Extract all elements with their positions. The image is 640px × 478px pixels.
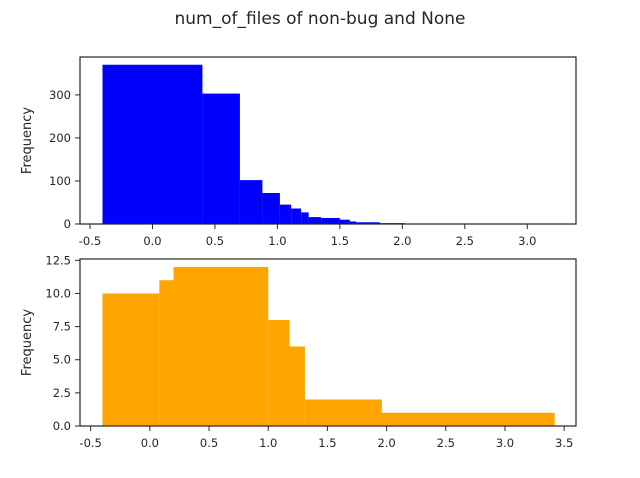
x-tick-label-bottom-3: 1.0 bbox=[259, 436, 277, 450]
histogram-bar-bottom-6 bbox=[381, 412, 555, 426]
axes-frame-top bbox=[79, 56, 577, 225]
histogram-bar-top-4 bbox=[279, 204, 292, 224]
histogram-bar-top-5 bbox=[291, 208, 302, 224]
x-tick-label-top-0: -0.5 bbox=[79, 234, 101, 248]
y-tick-label-top-0: 0 bbox=[64, 217, 71, 231]
y-axis-bottom: 0.0 2.5 5.0 7.5 10.0 12.5 bbox=[45, 253, 80, 433]
histogram-bar-top-0 bbox=[102, 64, 203, 224]
y-tick-label-bottom-5: 12.5 bbox=[45, 253, 71, 267]
histogram-panel-bottom: -0.5 0.0 0.5 1.0 1.5 2.0 2.5 3.0 3.5 0.0 2.5 5.0 7.… bbox=[20, 253, 577, 450]
y-axis-label-bottom: Frequency bbox=[20, 309, 35, 376]
y-tick-label-top-1: 100 bbox=[49, 174, 71, 188]
x-tick-label-top-2: 0.5 bbox=[206, 234, 224, 248]
x-tick-label-bottom-6: 2.5 bbox=[437, 436, 455, 450]
histogram-bar-top-6 bbox=[301, 212, 309, 224]
histogram-bar-top-9 bbox=[339, 219, 350, 224]
histogram-bar-top-11 bbox=[356, 222, 380, 224]
y-tick-label-bottom-0: 0.0 bbox=[53, 419, 71, 433]
histogram-panel-top: -0.5 0.0 0.5 1.0 1.5 2.0 2.5 3.0 0 100 200 300 Fre… bbox=[20, 56, 577, 248]
y-tick-label-bottom-4: 10.0 bbox=[45, 286, 71, 300]
histogram-bar-top-1 bbox=[202, 93, 240, 224]
y-tick-label-bottom-3: 7.5 bbox=[53, 320, 71, 334]
histogram-bar-bottom-5 bbox=[304, 399, 382, 426]
x-tick-label-bottom-7: 3.0 bbox=[496, 436, 514, 450]
x-tick-label-bottom-5: 2.0 bbox=[377, 436, 395, 450]
histogram-bar-bottom-3 bbox=[268, 319, 290, 426]
x-tick-label-top-3: 1.0 bbox=[268, 234, 286, 248]
histogram-bar-top-3 bbox=[262, 193, 280, 224]
histogram-bar-top-2 bbox=[239, 180, 263, 224]
histogram-bar-bottom-4 bbox=[289, 346, 305, 426]
histogram-bar-top-10 bbox=[349, 221, 357, 224]
y-axis-label-top: Frequency bbox=[20, 107, 35, 174]
x-tick-label-bottom-0: -0.5 bbox=[79, 436, 101, 450]
histogram-bar-bottom-1 bbox=[159, 280, 174, 426]
x-tick-label-bottom-1: 0.0 bbox=[141, 436, 159, 450]
x-tick-label-bottom-2: 0.5 bbox=[200, 436, 218, 450]
x-axis-top: -0.5 0.0 0.5 1.0 1.5 2.0 2.5 3.0 bbox=[79, 224, 536, 248]
figure-title: num_of_files of non-bug and None bbox=[174, 9, 465, 29]
x-tick-label-top-1: 0.0 bbox=[143, 234, 161, 248]
x-axis-bottom: -0.5 0.0 0.5 1.0 1.5 2.0 2.5 3.0 3.5 bbox=[79, 426, 573, 450]
y-tick-label-top-2: 200 bbox=[49, 131, 71, 145]
y-tick-label-bottom-1: 2.5 bbox=[53, 386, 71, 400]
histogram-bars-bottom bbox=[102, 266, 555, 426]
y-axis-top: 0 100 200 300 bbox=[49, 88, 80, 231]
histogram-bar-bottom-0 bbox=[102, 293, 160, 426]
x-tick-label-top-6: 2.5 bbox=[456, 234, 474, 248]
x-tick-label-bottom-4: 1.5 bbox=[318, 436, 336, 450]
x-tick-label-top-5: 2.0 bbox=[393, 234, 411, 248]
histogram-bar-top-8 bbox=[321, 217, 340, 224]
histogram-bar-top-7 bbox=[308, 217, 322, 224]
histogram-bar-bottom-2 bbox=[173, 266, 269, 426]
y-tick-label-bottom-2: 5.0 bbox=[53, 353, 71, 367]
x-tick-label-top-4: 1.5 bbox=[331, 234, 349, 248]
histogram-bars-top bbox=[102, 64, 554, 224]
x-tick-label-top-7: 3.0 bbox=[518, 234, 536, 248]
y-tick-label-top-3: 300 bbox=[49, 88, 71, 102]
x-tick-label-bottom-8: 3.5 bbox=[555, 436, 573, 450]
axes-frame-bottom bbox=[79, 258, 577, 427]
